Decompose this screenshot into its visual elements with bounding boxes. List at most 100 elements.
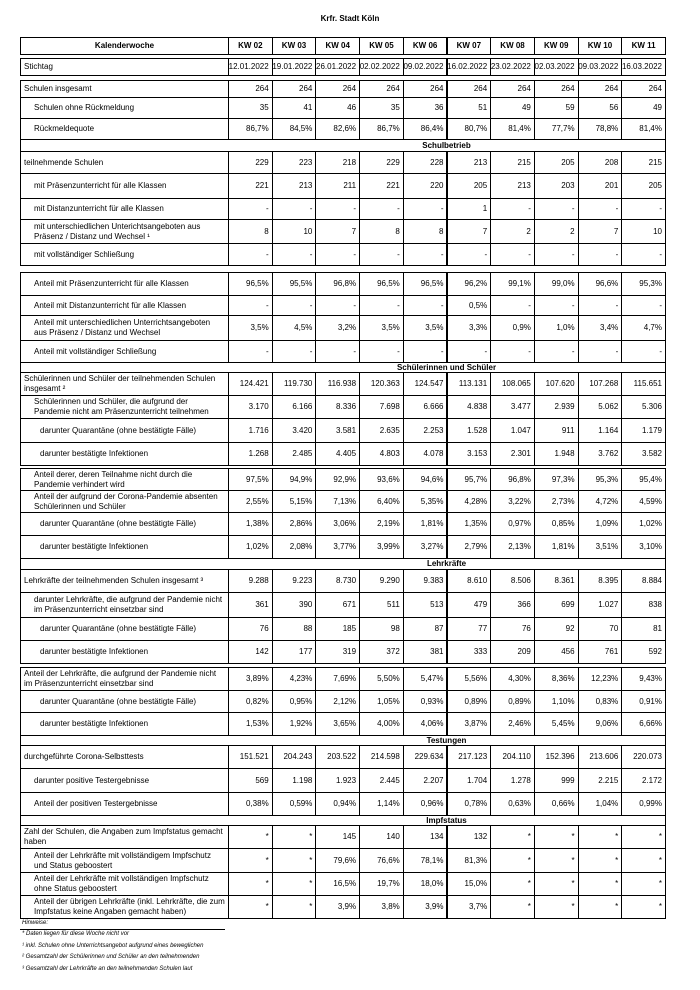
cell: 79,6% (315, 848, 361, 873)
cell: 7,69% (315, 667, 361, 691)
cell: - (533, 198, 579, 220)
cell: - (533, 295, 579, 316)
cell: 2,55% (228, 490, 273, 513)
row-label: darunter bestätigte Infektionen (20, 640, 229, 664)
cell: 86,7% (359, 118, 404, 140)
cell: - (490, 295, 535, 316)
cell: 911 (533, 418, 579, 443)
cell: 3,87% (446, 712, 492, 736)
cell: 1,81% (533, 535, 579, 559)
cell: 19,7% (359, 872, 404, 896)
cell: 1,92% (271, 712, 317, 736)
cell: 96,8% (490, 468, 535, 491)
header-cell: KW 06 (402, 37, 448, 55)
cell: * (490, 825, 535, 849)
cell: 81,4% (490, 118, 535, 140)
cell: 215 (621, 151, 666, 174)
cell: * (533, 848, 579, 873)
cell: 0,93% (402, 690, 448, 713)
cell: - (621, 295, 666, 316)
cell: 92 (533, 617, 579, 641)
cell: * (490, 872, 535, 896)
cell: 3,5% (359, 315, 404, 341)
cell: 94,6% (402, 468, 448, 491)
cell: 2.445 (359, 768, 404, 793)
cell: 1,14% (359, 792, 404, 816)
row-label: Lehrkräfte der teilnehmenden Schulen ins… (20, 569, 229, 593)
cell: 120.363 (359, 372, 404, 396)
cell: - (402, 340, 448, 363)
cell: 699 (533, 592, 579, 618)
header-cell: KW 04 (315, 37, 361, 55)
cell: - (228, 340, 273, 363)
cell: 4.803 (359, 442, 404, 466)
cell: 23.02.2022 (490, 58, 535, 76)
cell: 999 (533, 768, 579, 793)
row-label: Anteil der positiven Testergebnisse (20, 792, 229, 816)
cell: 5.306 (621, 395, 666, 419)
cell: 86,7% (228, 118, 273, 140)
cell: 9,43% (621, 667, 666, 691)
cell: 217.123 (446, 745, 492, 769)
cell: 229.634 (402, 745, 448, 769)
cell: - (446, 243, 492, 266)
cell: - (228, 198, 273, 220)
cell: 1.704 (446, 768, 492, 793)
cell: 204.243 (271, 745, 317, 769)
cell: 215 (490, 151, 535, 174)
cell: 5,56% (446, 667, 492, 691)
cell: - (577, 198, 623, 220)
cell: - (271, 198, 317, 220)
cell: 82,6% (315, 118, 361, 140)
cell: 229 (359, 151, 404, 174)
cell: 6.166 (271, 395, 317, 419)
cell: 213 (490, 173, 535, 199)
cell: 333 (446, 640, 492, 664)
cell: 264 (315, 80, 361, 98)
cell: 2 (490, 219, 535, 244)
cell: * (621, 825, 666, 849)
cell: 1.164 (577, 418, 623, 443)
cell: 78,1% (402, 848, 448, 873)
cell: 1,02% (621, 512, 666, 536)
header-cell: KW 10 (577, 37, 623, 55)
cell: 95,3% (577, 468, 623, 491)
cell: 201 (577, 173, 623, 199)
cell: 6,40% (359, 490, 404, 513)
cell: * (228, 895, 273, 919)
cell: 12,23% (577, 667, 623, 691)
cell: 2,12% (315, 690, 361, 713)
cell: - (359, 295, 404, 316)
cell: 35 (228, 97, 273, 119)
cell: 8.884 (621, 569, 666, 593)
cell: 1.027 (577, 592, 623, 618)
cell: 1.179 (621, 418, 666, 443)
cell: 1 (446, 198, 492, 220)
cell: 0,99% (621, 792, 666, 816)
cell: 5,15% (271, 490, 317, 513)
cell: 124.421 (228, 372, 273, 396)
cell: 1.923 (315, 768, 361, 793)
header-cell: KW 05 (359, 37, 404, 55)
cell: 228 (402, 151, 448, 174)
row-label: Schülerinnen und Schüler der teilnehmend… (20, 372, 229, 396)
cell: 5.062 (577, 395, 623, 419)
cell: 3.153 (446, 442, 492, 466)
cell: 211 (315, 173, 361, 199)
cell: 132 (446, 825, 492, 849)
cell: 96,6% (577, 272, 623, 296)
cell: * (271, 848, 317, 873)
cell: 4,59% (621, 490, 666, 513)
cell: - (359, 198, 404, 220)
cell: 80,7% (446, 118, 492, 140)
cell: - (533, 243, 579, 266)
cell: 142 (228, 640, 273, 664)
cell: 264 (271, 80, 317, 98)
cell: 86,4% (402, 118, 448, 140)
cell: 2,08% (271, 535, 317, 559)
cell: 4,72% (577, 490, 623, 513)
cell: 1.268 (228, 442, 273, 466)
row-label: Schülerinnen und Schüler, die aufgrund d… (20, 395, 229, 419)
cell: 1.198 (271, 768, 317, 793)
notes-rule (20, 929, 225, 930)
